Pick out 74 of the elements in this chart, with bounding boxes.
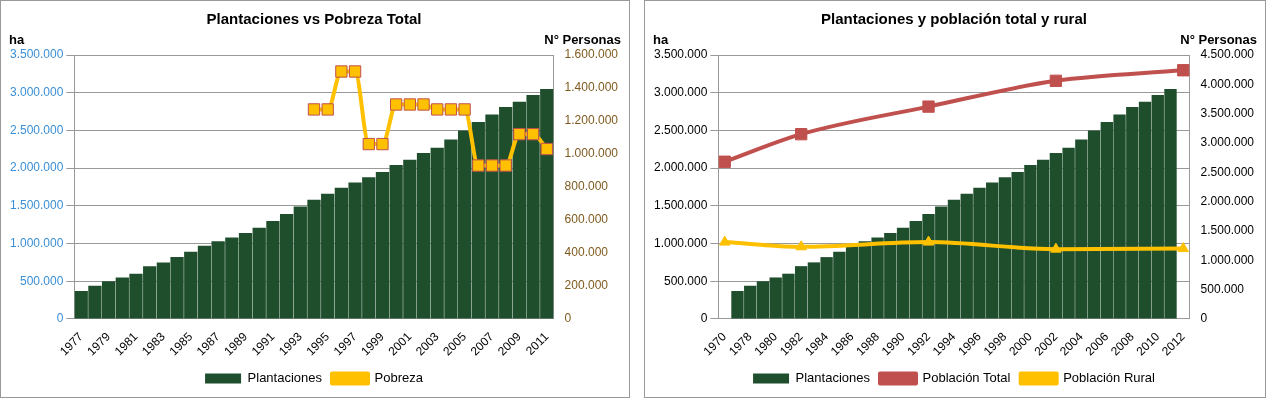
point [307,103,321,116]
legend-label: Población Rural [1063,370,1156,386]
y2-tick-label: 1.000.000 [1200,252,1255,267]
y2-tick-label: 1.200.000 [564,113,619,128]
y2-tick-label: 200.000 [564,278,609,293]
legend-label: Plantaciones [795,370,871,386]
y-tick-label: 2.000.000 [653,160,708,175]
point [321,103,334,116]
point [376,137,389,151]
y2-tick-label: 2.000.000 [1200,193,1255,208]
y2-tick-label: 3.000.000 [1200,135,1255,150]
point [485,159,499,172]
point [362,137,375,151]
y-tick-label: 1.500.000 [653,198,708,213]
y2-tick-label: 1.600.000 [564,47,619,62]
legend-label: Población Total [922,370,1011,386]
point [417,98,430,111]
point [472,159,485,172]
y2-tick-label: 1.500.000 [1200,223,1255,238]
point [390,98,403,111]
point [403,98,416,111]
y2-tick-label: 4.000.000 [1200,76,1255,91]
point [795,240,807,251]
point [499,159,512,172]
point [335,65,348,78]
y-tick-label: 500.000 [19,273,64,288]
y-tick-label: 0 [56,311,64,326]
point [444,103,458,116]
y2-axis-title: N° Personas [1180,32,1257,48]
legend-label: Pobreza [374,370,424,386]
y2-tick-label: 800.000 [564,179,609,194]
y2-tick-label: 1.400.000 [564,80,619,95]
point [1177,242,1189,253]
y-tick-label: 3.000.000 [653,85,708,100]
y-tick-label: 1.000.000 [9,235,64,250]
y-tick-label: 2.500.000 [9,122,64,137]
point [458,103,471,116]
y-axis-title: ha [9,32,25,48]
y-tick-label: 1.500.000 [9,198,64,213]
point [513,128,526,141]
point [540,142,553,156]
point [922,235,935,246]
point [1049,74,1063,87]
point [526,128,540,141]
point [719,235,731,246]
y-tick-label: 3.000.000 [9,85,64,100]
point [431,103,444,116]
point [718,155,731,168]
y2-tick-label: 500.000 [1200,281,1245,296]
point [795,128,808,141]
point [1177,64,1190,77]
point [1050,242,1062,253]
chart-title: Plantaciones vs Pobreza Total [206,10,422,28]
point [922,100,935,113]
y2-tick-label: 0 [564,311,572,326]
y-tick-label: 3.500.000 [653,47,708,62]
y2-tick-label: 4.500.000 [1200,47,1255,62]
y2-tick-label: 2.500.000 [1200,164,1255,179]
y-tick-label: 1.000.000 [653,235,708,250]
y2-tick-label: 0 [1200,311,1208,326]
y-tick-label: 3.500.000 [9,47,64,62]
point [348,65,362,78]
y-tick-label: 2.500.000 [653,122,708,137]
y-tick-label: 500.000 [663,273,708,288]
y2-tick-label: 400.000 [564,245,609,260]
y2-tick-label: 3.500.000 [1200,105,1255,120]
y-tick-label: 0 [700,311,708,326]
y2-axis-title: N° Personas [544,32,621,48]
y2-tick-label: 1.000.000 [564,146,619,161]
chart-title: Plantaciones y población total y rural [821,10,1087,28]
legend-label: Plantaciones [247,370,323,386]
y-tick-label: 2.000.000 [9,160,64,175]
y-axis-title: ha [653,32,669,48]
y2-tick-label: 600.000 [564,212,609,227]
